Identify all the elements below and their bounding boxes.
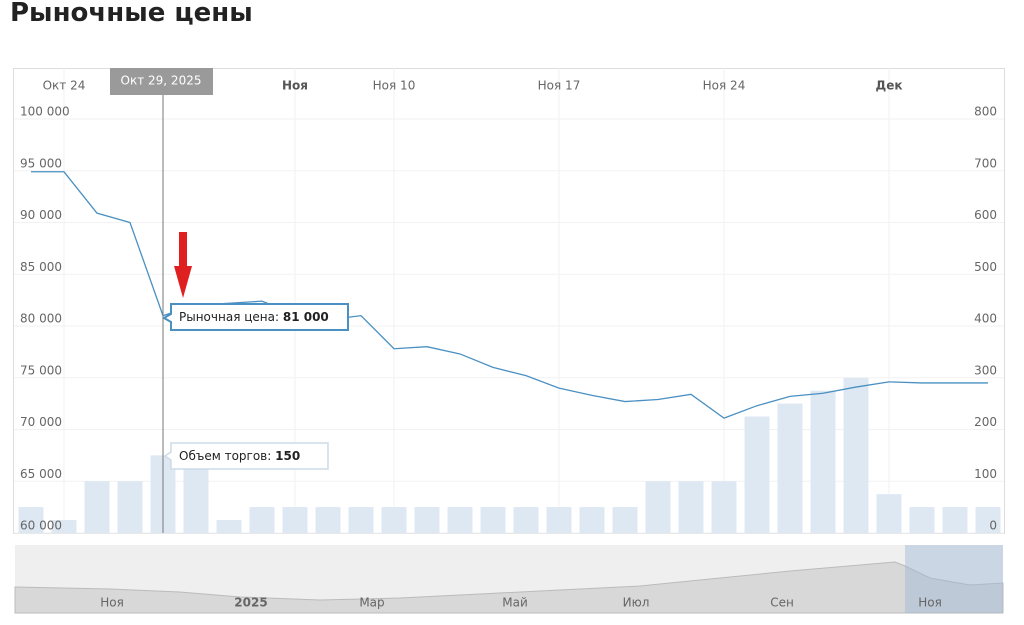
page-title: Рыночные цены [10, 0, 253, 28]
y2-tick-label: 100 [974, 467, 997, 481]
volume-bar [480, 507, 506, 533]
y2-tick-label: 200 [974, 415, 997, 429]
volume-bar [777, 403, 803, 533]
volume-bars [18, 377, 1001, 533]
volume-bar [876, 494, 902, 533]
volume-bar [216, 520, 242, 533]
volume-tooltip-text: Объем торгов: 150 [179, 449, 300, 463]
y2-tick-label: 400 [974, 312, 997, 326]
y-tick-label: 95 000 [20, 156, 62, 170]
price-tooltip-text: Рыночная цена: 81 000 [179, 310, 329, 324]
x-tick-label: Дек [876, 79, 903, 93]
navigator-label: Сен [770, 596, 794, 610]
volume-bar [249, 507, 275, 533]
volume-bar [612, 507, 638, 533]
volume-bar [381, 507, 407, 533]
volume-bar [546, 507, 572, 533]
volume-bar [678, 481, 704, 533]
y-tick-label: 85 000 [20, 260, 62, 274]
volume-bar [18, 507, 44, 533]
volume-bar [513, 507, 539, 533]
navigator-label: Мар [359, 596, 384, 610]
navigator-label: Май [502, 596, 528, 610]
volume-bar [711, 481, 737, 533]
price-tooltip-value: 81 000 [283, 310, 329, 324]
y-tick-label: 75 000 [20, 363, 62, 377]
axis-labels: 60 000 65 000 70 000 75 000 80 000 85 000 90 0… [20, 79, 997, 533]
x-tick-label: Ноя 24 [703, 79, 746, 93]
volume-bar [843, 377, 869, 533]
volume-tooltip-label: Объем торгов: [179, 449, 271, 463]
volume-bar [414, 507, 440, 533]
volume-bar [117, 481, 143, 533]
y2-tick-label: 0 [989, 519, 997, 533]
y-tick-label: 70 000 [20, 415, 62, 429]
y2-tick-label: 700 [974, 156, 997, 170]
y-tick-label: 60 000 [20, 519, 62, 533]
y-tick-label: 65 000 [20, 467, 62, 481]
y-tick-label: 90 000 [20, 208, 62, 222]
volume-bar [447, 507, 473, 533]
volume-bar [51, 520, 77, 533]
y2-tick-label: 500 [974, 260, 997, 274]
volume-bar [975, 507, 1001, 533]
navigator-area [14, 561, 1004, 614]
volume-bar [282, 507, 308, 533]
arrow-shaft [179, 232, 187, 268]
volume-bar [909, 507, 935, 533]
y-tick-label: 80 000 [20, 312, 62, 326]
crosshair-label: Окт 29, 2025 [121, 74, 202, 88]
x-tick-label: Ноя [282, 79, 308, 93]
volume-bar [315, 507, 341, 533]
volume-bar [744, 416, 770, 533]
volume-bar [645, 481, 671, 533]
price-tooltip-label: Рыночная цена: [179, 310, 279, 324]
volume-bar [348, 507, 374, 533]
navigator-label: 2025 [234, 596, 267, 610]
arrow-head [174, 266, 192, 298]
volume-tooltip-value: 150 [275, 449, 300, 463]
price-tooltip [161, 303, 349, 331]
volume-bar [579, 507, 605, 533]
y2-tick-label: 600 [974, 208, 997, 222]
x-tick-label: Ноя 17 [538, 79, 581, 93]
y2-tick-label: 300 [974, 363, 997, 377]
volume-bar [942, 507, 968, 533]
volume-tooltip [163, 442, 329, 470]
navigator-label: Июл [623, 596, 650, 610]
navigator-label: Ноя [100, 596, 124, 610]
navigator-labels: Ноя 2025 Мар Май Июл Сен Ноя [100, 596, 942, 610]
volume-bar [84, 481, 110, 533]
x-tick-label: Окт 24 [43, 79, 86, 93]
crosshair-label-box [110, 68, 213, 95]
y2-tick-label: 800 [974, 105, 997, 119]
x-tick-label: Ноя 10 [373, 79, 416, 93]
navigator-label: Ноя [918, 596, 942, 610]
grid [14, 68, 1004, 534]
volume-bar [810, 390, 836, 533]
y-tick-label: 100 000 [20, 105, 70, 119]
navigator-selection [905, 545, 1003, 613]
